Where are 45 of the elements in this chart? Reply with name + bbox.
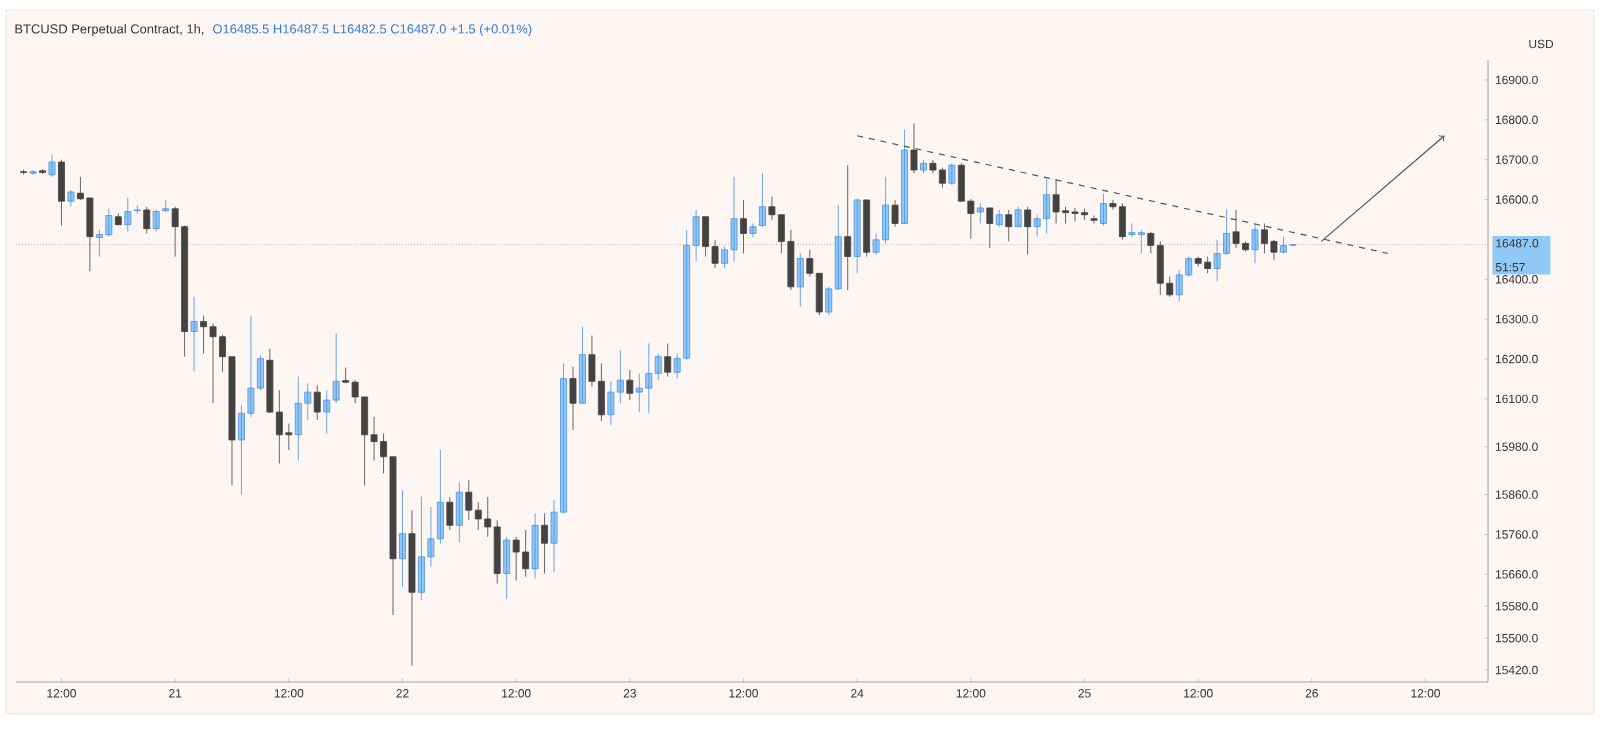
candlestick [503,536,511,600]
candlestick [124,197,132,233]
candlestick [152,209,160,232]
candlestick [67,189,75,208]
candlestick [114,213,122,226]
candlestick [143,206,151,234]
candlestick [948,162,956,186]
candlestick [569,366,577,431]
candlestick [995,209,1003,228]
candlestick [1024,206,1032,255]
candlestick [541,512,548,574]
candlestick [190,296,198,372]
candlestick [664,343,672,377]
candlestick [39,168,46,175]
candlestick [920,159,927,174]
candlestick [1251,223,1259,264]
candlestick [531,512,539,580]
candlestick [910,122,918,174]
candlestick [863,199,871,257]
candlestick [48,154,56,178]
candlestick [976,203,984,224]
candlestick [133,205,141,214]
candlestick [399,489,406,588]
candlestick [29,169,37,176]
candlestick [740,199,747,254]
candlestick [162,199,170,213]
candlestick [408,509,416,667]
candlestick [455,481,463,543]
candlestick [891,199,899,228]
candlestick [313,384,321,421]
candlestick [579,326,586,404]
candlestick [796,252,804,308]
candlestick [446,496,454,531]
candlestick [1100,193,1107,226]
candlestick [901,129,908,224]
candlestick [986,207,994,249]
candlestick [844,164,852,291]
candlestick [20,169,28,176]
candlestick [759,172,766,228]
candlestick [853,198,861,274]
candlestick [1014,206,1022,228]
candlestick [749,223,757,238]
candlestick [1005,209,1013,242]
candlestick [626,369,634,401]
candlestick [58,159,65,226]
